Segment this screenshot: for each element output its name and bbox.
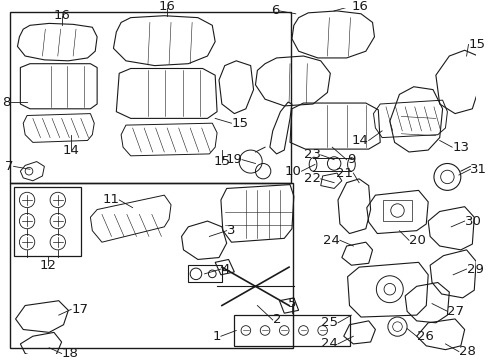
Text: 16: 16 [351,0,368,13]
Bar [188,265,222,283]
Text: 24: 24 [321,337,338,350]
Text: 4: 4 [221,262,229,275]
Text: 27: 27 [447,305,465,318]
Text: 26: 26 [416,330,434,343]
Text: 16: 16 [53,9,70,22]
Bar [10,183,293,348]
Text: 22: 22 [304,172,321,185]
Text: 6: 6 [271,4,279,17]
Text: 7: 7 [5,160,14,173]
Text: 18: 18 [62,347,78,360]
Text: 14: 14 [352,134,368,147]
Text: 17: 17 [71,303,88,316]
Text: 15: 15 [213,155,230,168]
Text: 15: 15 [231,117,248,130]
Text: 20: 20 [409,234,426,247]
Bar [14,186,81,256]
Text: 5: 5 [288,297,296,310]
Text: 25: 25 [321,316,338,329]
Text: 24: 24 [323,234,340,247]
Text: 2: 2 [273,314,281,327]
Text: 10: 10 [285,165,301,178]
Text: 12: 12 [40,259,57,272]
Text: 8: 8 [2,96,11,109]
Text: 29: 29 [466,262,484,275]
Bar [234,315,349,346]
Text: 11: 11 [102,193,119,207]
Text: 9: 9 [346,153,355,166]
Text: 3: 3 [227,224,235,237]
Text: 14: 14 [63,144,80,157]
Text: 13: 13 [452,141,469,154]
Text: 31: 31 [470,163,488,176]
Text: 30: 30 [465,215,482,228]
Text: 28: 28 [459,345,476,358]
Bar [383,200,412,221]
Text: 19: 19 [225,153,242,166]
Text: 21: 21 [336,167,353,180]
Text: 16: 16 [159,0,175,13]
Text: 15: 15 [468,38,486,51]
Text: 23: 23 [304,148,321,161]
Text: 1: 1 [213,330,221,343]
Bar [10,12,291,183]
